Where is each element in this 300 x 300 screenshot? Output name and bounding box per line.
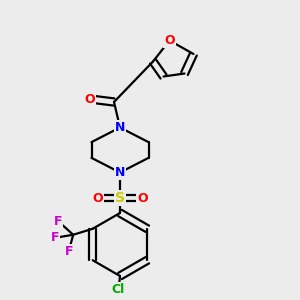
Text: Cl: Cl — [112, 283, 125, 296]
Text: O: O — [92, 191, 103, 205]
Text: F: F — [54, 215, 62, 228]
Text: F: F — [51, 231, 59, 244]
Text: O: O — [164, 34, 175, 47]
Text: N: N — [115, 166, 125, 179]
Text: O: O — [85, 92, 95, 106]
Text: O: O — [137, 191, 148, 205]
Text: F: F — [64, 245, 73, 258]
Text: S: S — [115, 191, 125, 205]
Text: N: N — [115, 121, 125, 134]
